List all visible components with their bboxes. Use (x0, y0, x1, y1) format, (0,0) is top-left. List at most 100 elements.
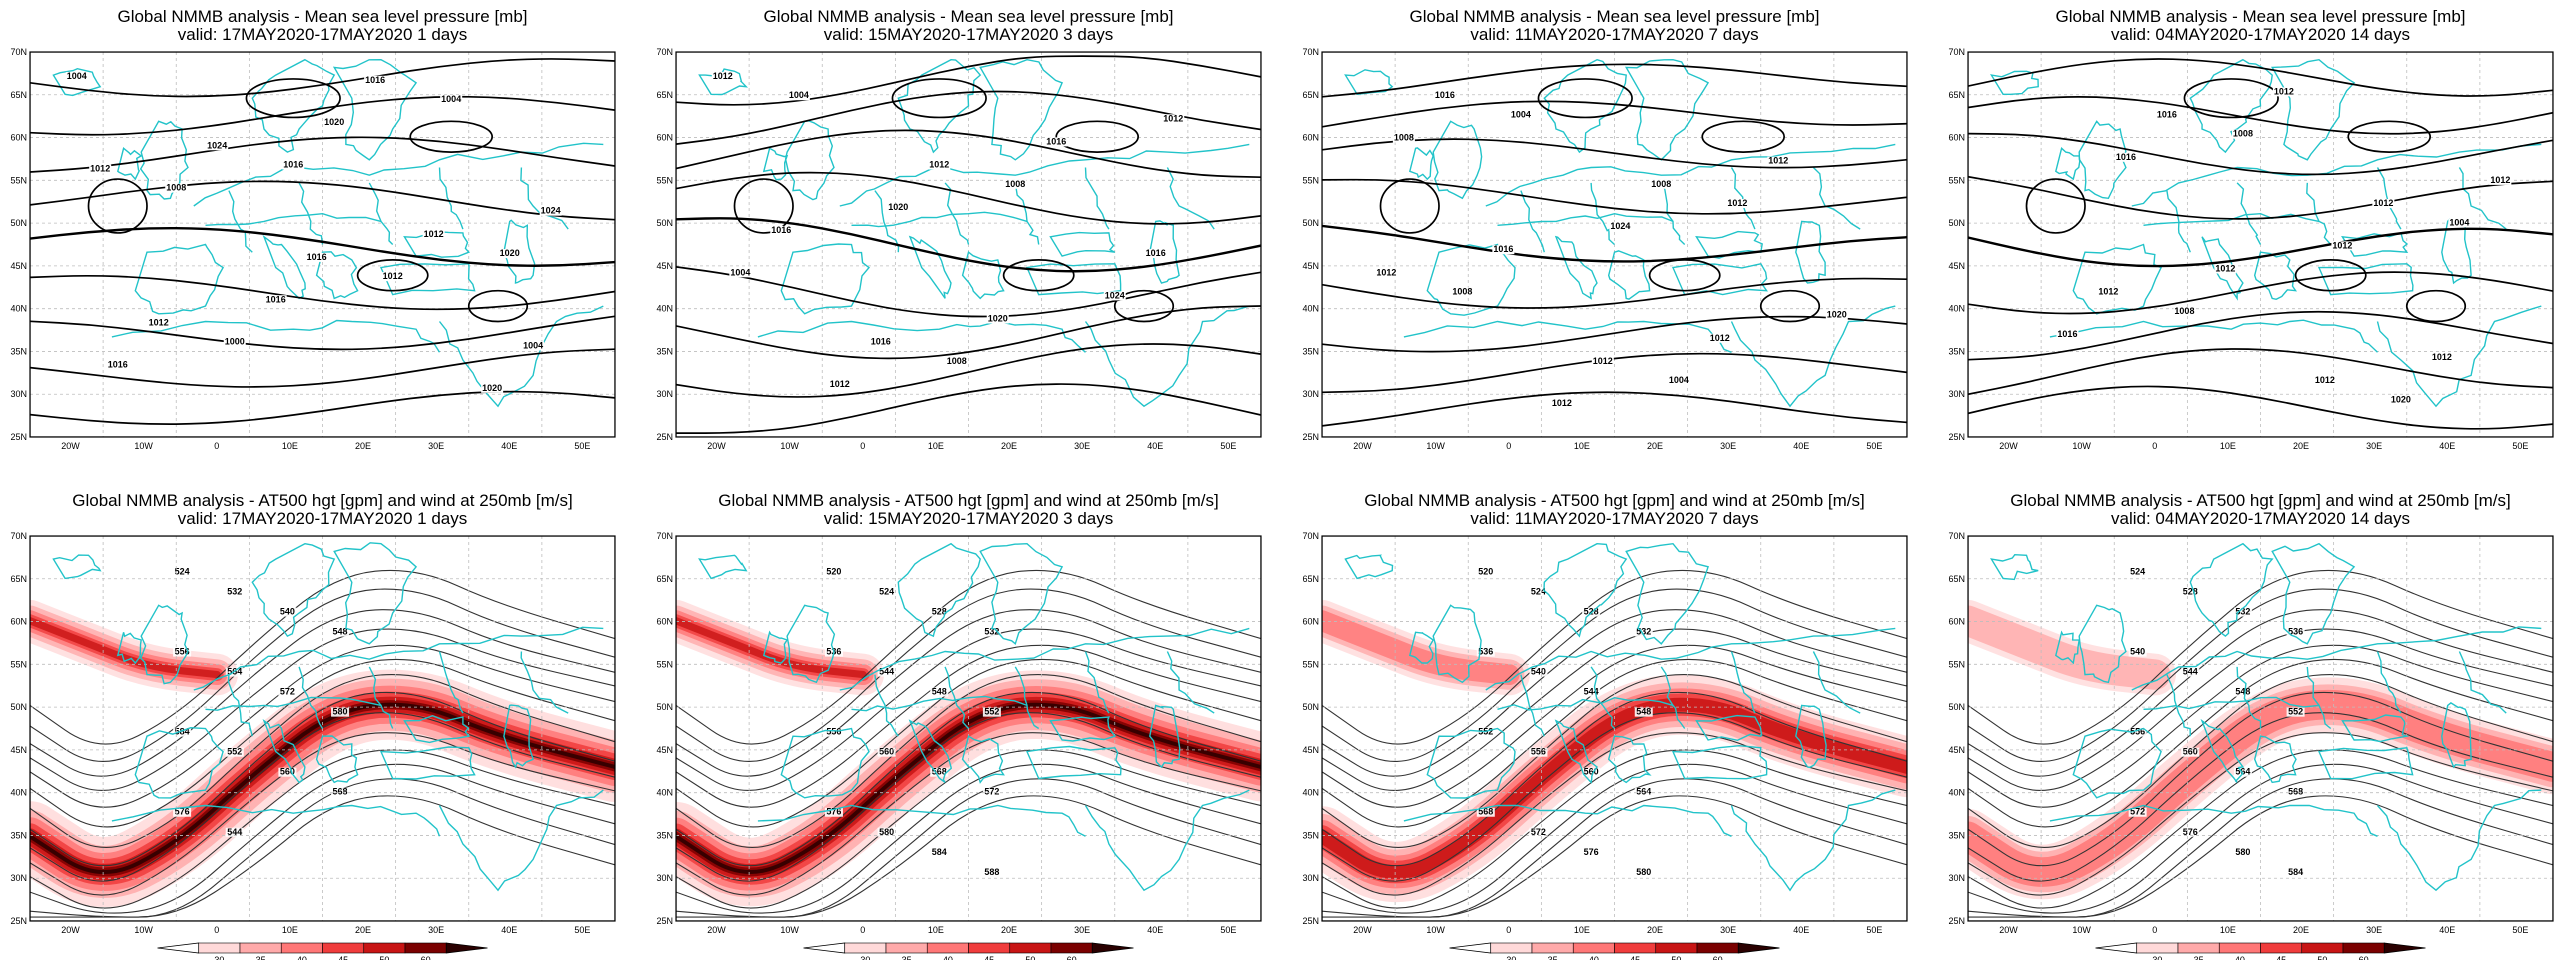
isobar-label: 1012 (1593, 356, 1613, 366)
isobar (1968, 385, 2553, 430)
height-contour-label: 560 (1584, 767, 1599, 777)
height-contour (676, 588, 1261, 762)
coastline (368, 182, 394, 245)
contour-label-bg (2233, 607, 2252, 617)
contour-label-bg (278, 767, 297, 777)
colorbar-tick-label: 50 (2317, 955, 2327, 960)
height-contour (676, 658, 1261, 828)
lat-tick-label: 50N (656, 702, 673, 712)
contour-label-bg (1144, 249, 1167, 259)
lat-tick-label: 55N (1302, 659, 1319, 669)
coastline (2054, 146, 2081, 181)
lon-tick-label: 10W (134, 925, 153, 935)
contour-label-bg (1004, 179, 1027, 189)
contour-label-bg (331, 627, 350, 637)
coastline (1730, 651, 1756, 714)
height-contour-label: 572 (280, 687, 295, 697)
coastline (134, 243, 225, 315)
contour-label-bg (481, 383, 504, 393)
colorbar-tick-label: 30 (214, 955, 224, 960)
height-contour-label: 528 (2183, 587, 2198, 597)
height-contour-label: 552 (227, 747, 242, 757)
colorbar-tick-label: 30 (1506, 955, 1516, 960)
isobar (1968, 227, 2553, 268)
colorbar-swatch (1696, 942, 1739, 954)
colorbar-swatch (2301, 942, 2344, 954)
coastline (897, 58, 982, 154)
colorbar-tick-label: 40 (1589, 955, 1599, 960)
height-contour-label: 576 (826, 807, 841, 817)
coastline (117, 147, 143, 181)
lon-tick-label: 50E (574, 441, 590, 451)
lat-tick-label: 70N (10, 47, 27, 57)
coastline (944, 666, 970, 729)
contour-label-bg (928, 160, 951, 170)
isobar-label: 1012 (1768, 156, 1788, 166)
isobar (676, 305, 1261, 360)
map-border (1321, 51, 1908, 438)
pressure-cell-contour (2183, 78, 2279, 119)
lon-tick-label: 10E (1574, 441, 1590, 451)
lon-tick-label: 30E (1074, 441, 1090, 451)
contour-label-bg (1509, 110, 1532, 120)
contour-label-bg (1451, 287, 1474, 297)
lon-tick-label: 0 (214, 925, 219, 935)
map-area: 20W 10W 0 10E 20E 30E 40E 50E70N65N60N55N50N45N… (30, 52, 615, 437)
isobar-label: 1020 (500, 248, 520, 258)
height-contour-label: 544 (879, 667, 894, 677)
coastline (1049, 231, 1116, 257)
coastline (1025, 263, 1122, 296)
lat-tick-label: 55N (1948, 659, 1965, 669)
lon-tick-label: 40E (1147, 925, 1163, 935)
coastline (1049, 716, 1116, 742)
colorbar-swatch (2177, 942, 2220, 954)
coastline (2458, 167, 2507, 230)
height-contour-label: 532 (2235, 607, 2250, 617)
lon-tick-label: 50E (1866, 441, 1882, 451)
coastline (1403, 804, 1732, 837)
coastline (1520, 190, 1545, 253)
coastline (379, 746, 476, 780)
coastline (2055, 630, 2081, 665)
coastline (1485, 627, 1896, 691)
coastline (1084, 305, 1250, 408)
lat-tick-label: 50N (656, 218, 673, 228)
contour-label-bg (1476, 567, 1495, 577)
coastline (780, 727, 870, 799)
contour-label-bg (770, 225, 793, 235)
panel-z500-3: Global NMMB analysis - AT500 hgt [gpm] a… (656, 491, 1262, 960)
colorbar-swatch (885, 942, 928, 954)
isobar-label: 1020 (988, 314, 1008, 324)
coastline (52, 554, 102, 580)
lon-tick-label: 30E (428, 441, 444, 451)
isobar-label: 1020 (1827, 310, 1847, 320)
isobar (1968, 310, 2553, 361)
coastline (1166, 167, 1215, 230)
contour-label-bg (364, 75, 387, 85)
height-contour (1968, 732, 2553, 896)
contour-label-bg (1667, 376, 1690, 386)
height-contour-label: 536 (2288, 627, 2303, 637)
height-contour-label: 568 (1478, 807, 1493, 817)
coastline (2341, 232, 2409, 257)
contour-label-bg (1634, 627, 1653, 637)
lat-tick-label: 35N (656, 830, 673, 840)
lat-tick-label: 35N (10, 830, 27, 840)
colorbar-tick-label: 60 (1713, 955, 1723, 960)
contour-label-bg (2389, 395, 2412, 405)
isobar-label: 1004 (730, 267, 750, 277)
lon-tick-label: 40E (2439, 441, 2455, 451)
contour-label-bg (1726, 199, 1749, 208)
lat-tick-label: 65N (1302, 90, 1319, 100)
contour-label-bg (2286, 627, 2305, 637)
colorbar-tick-label: 50 (1671, 955, 1681, 960)
isobar-label: 1004 (789, 90, 809, 100)
lon-tick-label: 20E (1647, 925, 1663, 935)
panel-mslp-3: Global NMMB analysis - Mean sea level pr… (656, 7, 1262, 451)
contour-label-bg (824, 727, 843, 737)
height-contour (676, 795, 1261, 918)
lat-tick-label: 70N (1302, 47, 1319, 57)
lon-tick-label: 0 (2152, 441, 2157, 451)
lat-tick-label: 30N (1948, 389, 1965, 399)
isobar-label: 1020 (324, 117, 344, 127)
